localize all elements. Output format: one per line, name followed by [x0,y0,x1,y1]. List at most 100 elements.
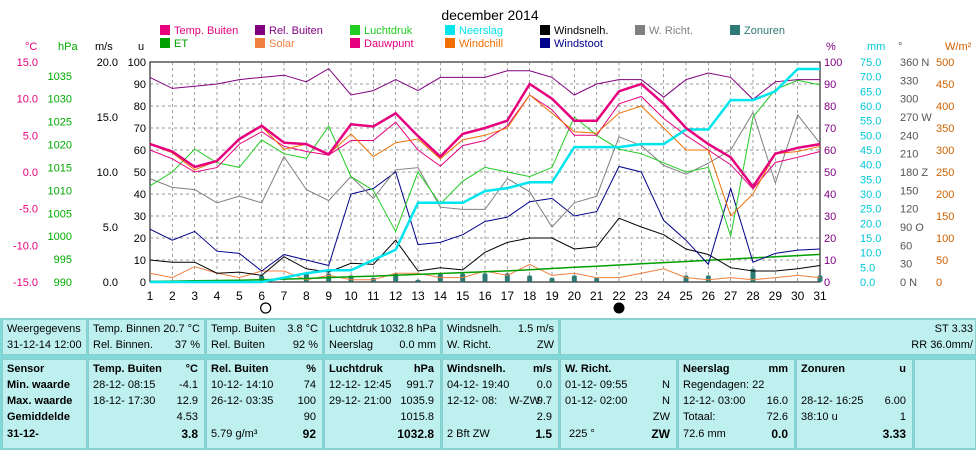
legend-label: Luchtdruk [364,25,413,37]
x-tick-label: 19 [545,289,559,303]
richt-current: ZW [651,427,670,441]
axis-tick-uv: 40 [134,189,146,201]
axis-tick-uv: 10 [134,255,146,267]
x-tick-label: 28 [746,289,760,303]
axis-tick-solar: 450 [936,79,954,91]
axis-tick-rain: 5.0 [860,262,875,274]
richt-title: W. Richt. [565,363,612,375]
temp-buiten-value: 3.8 °C [287,323,318,335]
zon-unit: u [899,363,906,375]
axis-tick-humidity: 10 [824,255,836,267]
series-line-temp-buiten [149,82,821,189]
richt-column: W. Richt. 01-12- 09:55 N 01-12- 02:00 N … [560,359,677,449]
outdoor-box: Temp. Buiten 3.8 °C Rel. Buiten 92 % [206,319,323,355]
axis-tick-winddir: 360 N [900,57,929,69]
rain-days: Regendagen: 22 [683,379,765,391]
axis-unit-uv: u [138,41,144,53]
x-tick-label: 11 [367,289,380,303]
legend-swatch [730,25,740,35]
druk-max-value: 1035.9 [400,395,434,407]
luchtdruk-value: 1032.8 hPa [379,323,436,335]
series-bar-zonuren [817,275,823,282]
legend-swatch [350,25,360,35]
rel-buiten-label: Rel. Buiten [211,339,265,351]
series-line-luchtdruk [149,79,821,237]
wind-min-value: 0.0 [536,379,552,391]
axis-tick-pressure: 1025 [48,117,72,129]
temp-min-value: -4.1 [179,379,198,391]
axis-tick-uv: 60 [134,145,146,157]
axis-tick-wind: 0.0 [103,277,118,289]
axis-tick-solar: 200 [936,189,954,201]
axis-tick-solar: 100 [936,233,954,245]
series-bar-zonuren [549,277,555,282]
legend-swatch [255,25,265,35]
legend-swatch [540,38,550,48]
axis-unit-pressure: hPa [58,41,78,53]
x-tick-label: 23 [635,289,649,303]
axis-tick-temp: 0.0 [23,167,38,179]
axis-tick-humidity: 60 [824,145,836,157]
axis-tick-rain: 45.0 [860,145,881,157]
station-label: Weergegevens [7,323,81,335]
axis-tick-pressure: 990 [54,277,72,289]
temp-avg: 4.53 [176,411,198,423]
legend-label: Solar [269,38,295,50]
summary-panel: Weergegevens 31-12-14 12:00 Temp. Binnen… [0,318,976,450]
axis-tick-winddir: 240 [900,130,918,142]
temp-current: 3.8 [181,427,198,441]
series-line-neerslag [150,67,820,284]
axis-tick-solar: 300 [936,145,954,157]
empty-column [914,359,976,449]
axis-tick-uv: 80 [134,101,146,113]
neerslag-label: Neerslag [329,339,374,351]
rel-unit: % [306,363,316,375]
sensor-label: Sensor [7,363,45,375]
x-tick-label: 18 [523,289,537,303]
axis-tick-rain: 65.0 [860,86,881,98]
axis-tick-wind: 5.0 [103,222,118,234]
legend-label: W. Richt. [649,25,693,37]
x-tick-label: 24 [657,289,671,303]
axis-tick-solar: 250 [936,167,954,179]
legend-label: Neerslag [459,25,503,37]
x-tick-label: 8 [303,289,310,303]
x-tick-label: 15 [456,289,470,303]
neerslag-value: 0.0 mm [399,339,436,351]
legend-label: Temp. Buiten [174,25,238,37]
axis-tick-pressure: 1015 [48,162,72,174]
zon-column: Zonuren u 28-12- 16:25 6.00 38:10 u 1 3.… [796,359,913,449]
axis-tick-temp: -10.0 [13,240,38,252]
axis-tick-uv: 30 [134,211,146,223]
series-bar-zonuren [571,275,577,282]
stats-box: ST 3.33 RR 36.0mm/ [560,319,976,355]
axis-tick-solar: 150 [936,211,954,223]
axis-tick-winddir: 180 Z [900,167,928,179]
axis-tick-rain: 35.0 [860,174,881,186]
axis-tick-pressure: 1035 [48,71,72,83]
richt-max-value: N [662,395,670,407]
wrichting-label: W. Richt. [447,339,492,351]
temp-title: Temp. Buiten [93,363,162,375]
x-tick-label: 5 [236,289,243,303]
zon-current: 3.33 [882,427,906,441]
rain-column: Neerslag mm Regendagen: 22 12-12- 03:00 … [678,359,795,449]
rain-max-time: 12-12- 03:00 [683,395,746,407]
legend-label: Windstoot [554,38,603,50]
axis-unit-temp: °C [25,41,37,53]
wind-column: Windsnelh. m/s 04-12- 19:40 0.0 12-12- 0… [442,359,559,449]
zon-avg: 1 [899,411,906,423]
axis-tick-temp: 10.0 [17,94,38,106]
axis-tick-solar: 0 [936,277,942,289]
legend-swatch [635,25,645,35]
axis-tick-uv: 20 [134,233,146,245]
axis-tick-solar: 50 [936,255,948,267]
indoor-box: Temp. Binnen 20.7 °C Rel. Binnen. 37 % [88,319,205,355]
richt-degrees: 225 ° [569,428,595,440]
rain-unit: mm [768,363,788,375]
rain-month: 72.6 mm [683,428,726,440]
axis-tick-rain: 75.0 [860,57,881,69]
axis-tick-rain: 30.0 [860,189,881,201]
x-tick-label: 14 [434,289,448,303]
